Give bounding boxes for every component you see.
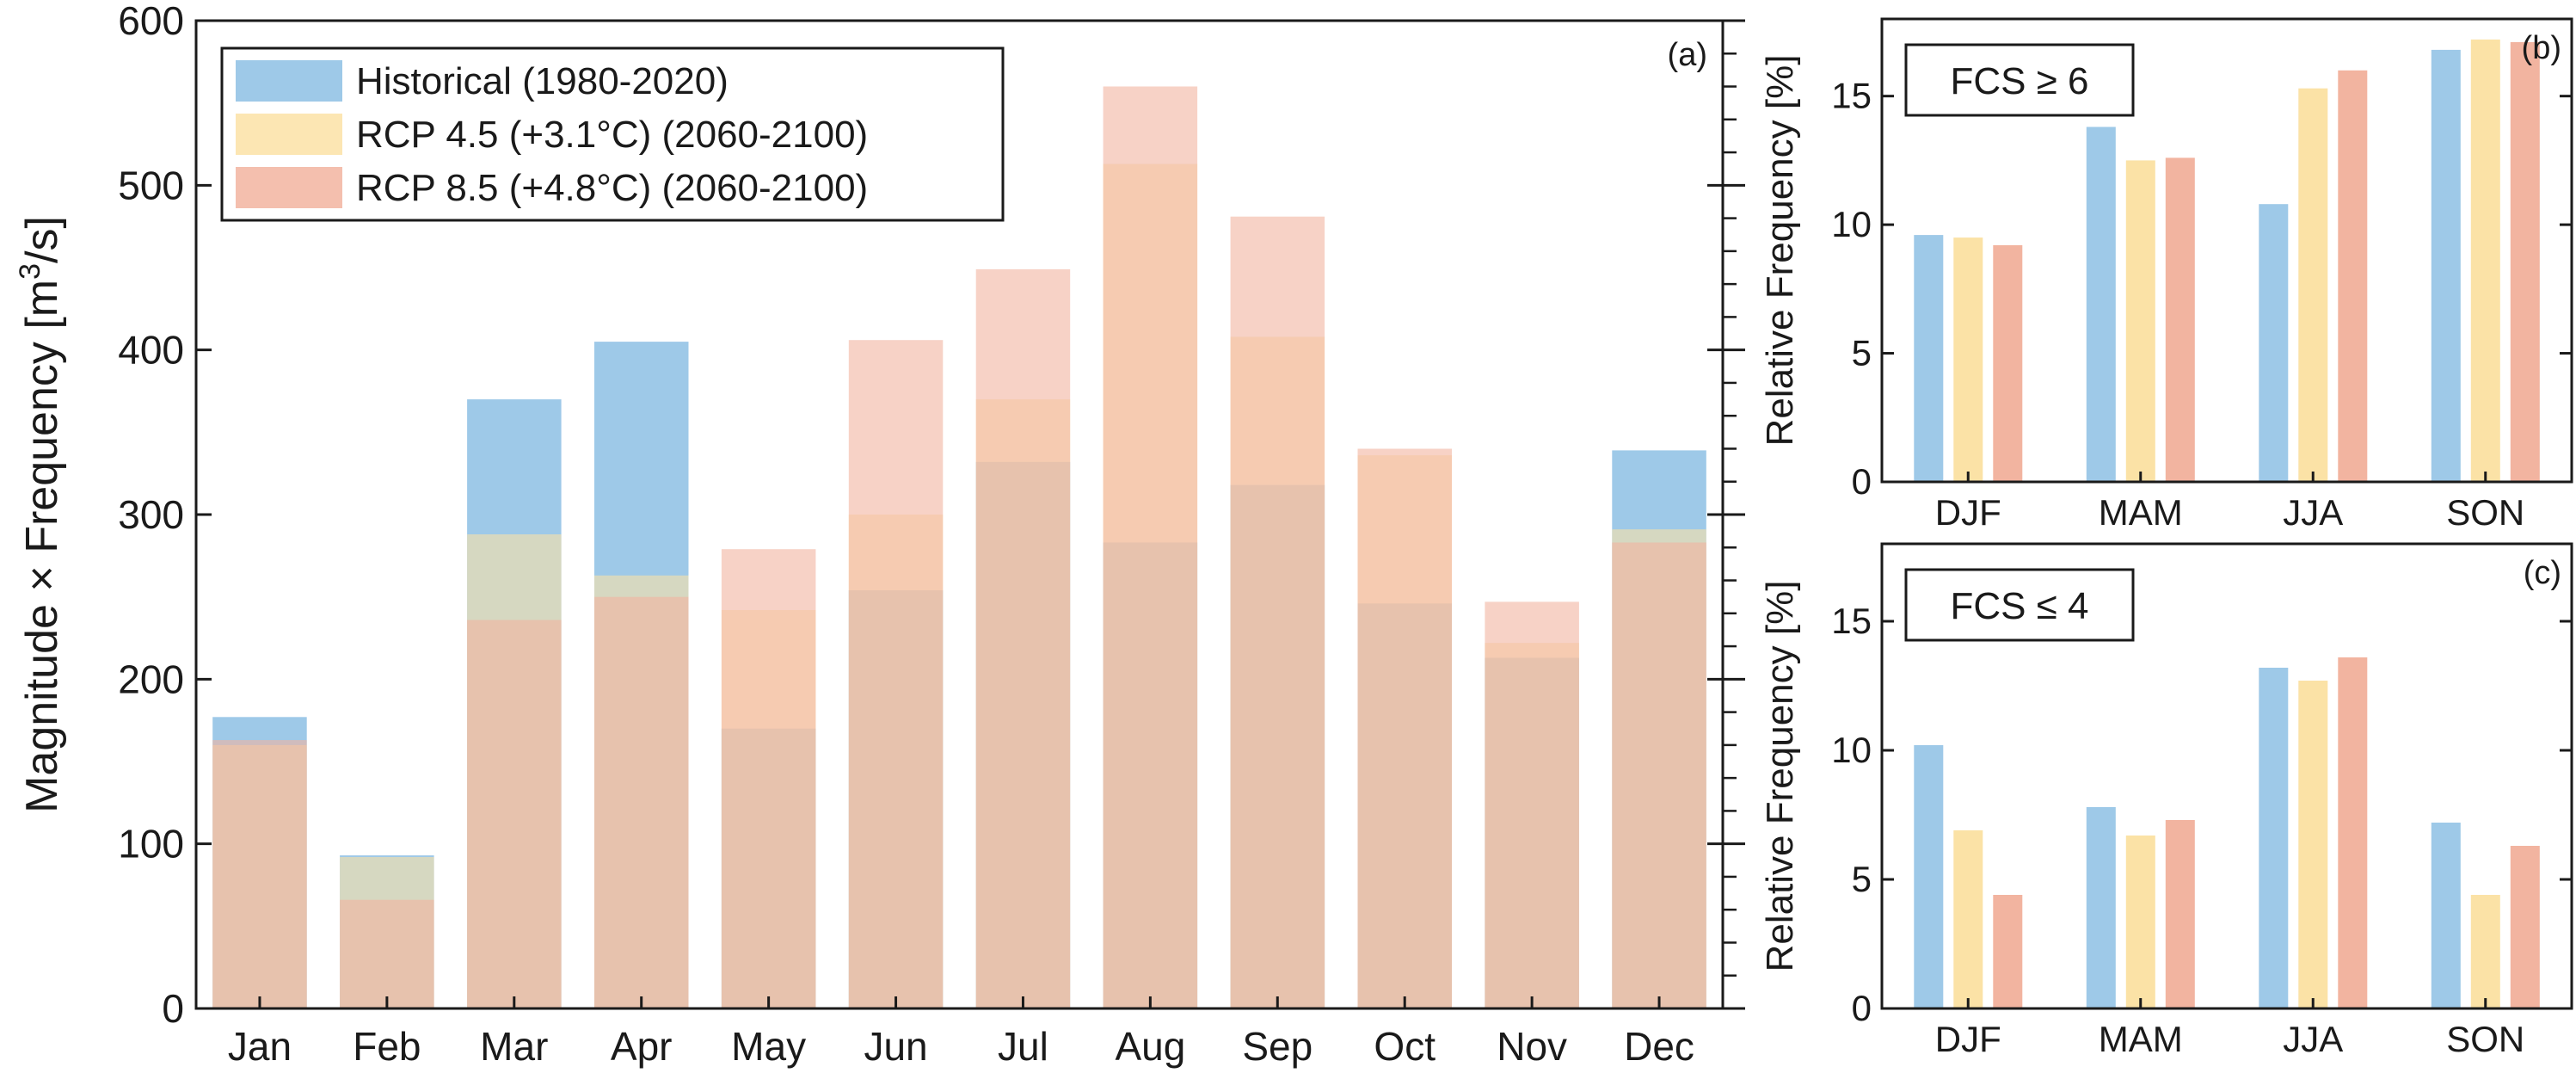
panel-a: 0 100 200 300 400 500 600 Jan Feb Mar Apr May Jun Jul… — [14, 0, 1745, 1069]
panel-c: 0 5 10 15 DJF MAM JJA SON Relative Frequency [%]… — [1759, 542, 2573, 1059]
bar-rcp85-son — [2510, 846, 2540, 1008]
bar-rcp85-jja — [2338, 657, 2368, 1008]
plot-frame — [1880, 17, 2573, 484]
legend-swatch-historical — [236, 60, 342, 102]
legend-label-rcp85: RCP 8.5 (+4.8°C) (2060-2100) — [356, 167, 868, 209]
x-tick-label: DJF — [1935, 492, 2001, 533]
bar-rcp85-jja — [2338, 70, 2368, 483]
bar-rcp85-djf — [1993, 245, 2023, 482]
bar-rcp45-djf — [1953, 237, 1983, 482]
panel-label: (b) — [2522, 30, 2561, 66]
bar-rcp85-nov — [1485, 601, 1579, 1008]
bar-rcp85-apr — [594, 596, 689, 1008]
bar-rcp45-son — [2470, 895, 2500, 1008]
y-axis-label-tail: /s] — [17, 216, 67, 263]
y-axis-label: Relative Frequency [%] — [1759, 581, 1801, 972]
bar-historical-djf — [1914, 235, 1944, 482]
fcs-threshold-box — [1904, 43, 2135, 117]
bar-rcp85-son — [2510, 41, 2540, 483]
panel-label: (a) — [1668, 37, 1707, 73]
panel-b: 0 5 10 15 DJF MAM JJA SON Relative Frequency [%]… — [1759, 17, 2573, 533]
y-tick-label: 0 — [1852, 988, 1872, 1028]
x-tick-label: SON — [2446, 492, 2524, 533]
x-tick-label: Jun — [864, 1024, 927, 1069]
x-tick-label: SON — [2446, 1019, 2524, 1059]
legend-swatch-rcp85 — [236, 167, 342, 208]
bar-historical-mam — [2086, 807, 2116, 1008]
bar-rcp85-mam — [2165, 820, 2195, 1008]
y-tick-label: 600 — [118, 0, 184, 43]
bar-rcp85-sep — [1230, 216, 1325, 1008]
plot-frame — [1880, 542, 2573, 1010]
bar-rcp45-son — [2470, 39, 2500, 482]
bar-rcp45-djf — [1953, 830, 1983, 1008]
bar-historical-jja — [2259, 668, 2289, 1008]
x-tick-label: Apr — [611, 1024, 673, 1069]
bar-rcp85-mam — [2165, 157, 2195, 482]
fcs-threshold-label: FCS ≥ 6 — [1950, 60, 2088, 102]
y-tick-label: 0 — [1852, 461, 1872, 502]
y-axis-label: Relative Frequency [%] — [1759, 55, 1801, 447]
y-tick-label: 10 — [1831, 204, 1872, 244]
bar-rcp45-mam — [2125, 160, 2155, 482]
fcs-threshold-label: FCS ≤ 4 — [1950, 585, 2088, 627]
bar-rcp85-dec — [1612, 542, 1706, 1008]
bar-rcp45-jja — [2298, 88, 2328, 482]
y-axis-label-main: Magnitude × Frequency [m — [17, 280, 67, 813]
bar-rcp45-jja — [2298, 681, 2328, 1008]
x-tick-label: Aug — [1115, 1024, 1185, 1069]
x-tick-label: MAM — [2099, 1019, 2183, 1059]
x-tick-label: JJA — [2283, 1019, 2343, 1059]
y-tick-label: 5 — [1852, 859, 1872, 899]
bar-historical-son — [2431, 823, 2461, 1008]
y-tick-label: 200 — [118, 657, 184, 701]
x-tick-label: Sep — [1242, 1024, 1313, 1069]
x-tick-label: Mar — [480, 1024, 548, 1069]
bar-rcp85-oct — [1357, 448, 1452, 1008]
bar-historical-mam — [2086, 126, 2116, 482]
y-tick-label: 100 — [118, 822, 184, 866]
legend-box — [220, 46, 1005, 222]
x-tick-label: May — [731, 1024, 806, 1069]
bar-historical-son — [2431, 49, 2461, 483]
legend-label-historical: Historical (1980-2020) — [356, 60, 729, 102]
bar-rcp85-mar — [467, 620, 562, 1008]
fcs-threshold-box — [1904, 568, 2135, 642]
bar-historical-djf — [1914, 745, 1944, 1008]
y-tick-label: 15 — [1831, 76, 1872, 116]
bar-rcp85-may — [721, 549, 816, 1008]
y-tick-label: 400 — [118, 328, 184, 373]
y-tick-label: 0 — [162, 986, 184, 1031]
x-tick-label: Dec — [1624, 1024, 1694, 1069]
y-tick-label: 500 — [118, 163, 184, 207]
bar-rcp85-djf — [1993, 895, 2023, 1008]
y-axis-label: Magnitude × Frequency [m3/s] — [14, 216, 67, 813]
bar-rcp85-feb — [340, 899, 434, 1008]
legend-swatch-rcp45 — [236, 114, 342, 155]
x-tick-label: DJF — [1935, 1019, 2001, 1059]
x-tick-label: MAM — [2099, 492, 2183, 533]
y-tick-label: 15 — [1831, 601, 1872, 641]
x-tick-label: JJA — [2283, 492, 2343, 533]
bar-rcp85-jul — [975, 268, 1071, 1008]
x-tick-label: Jul — [998, 1024, 1048, 1069]
panel-label: (c) — [2524, 555, 2561, 591]
bar-rcp85-jan — [212, 740, 307, 1008]
y-axis-label-sup: 3 — [14, 263, 46, 280]
y-tick-label: 10 — [1831, 730, 1872, 770]
x-tick-label: Nov — [1497, 1024, 1567, 1069]
y-tick-label: 300 — [118, 492, 184, 537]
x-tick-label: Feb — [353, 1024, 421, 1069]
y-tick-label: 5 — [1852, 333, 1872, 373]
bar-rcp85-aug — [1103, 86, 1198, 1008]
bar-historical-jja — [2259, 204, 2289, 482]
bar-rcp45-mam — [2125, 836, 2155, 1008]
x-tick-label: Oct — [1374, 1024, 1436, 1069]
bar-rcp85-jun — [848, 340, 944, 1008]
x-tick-label: Jan — [228, 1024, 292, 1069]
legend-label-rcp45: RCP 4.5 (+3.1°C) (2060-2100) — [356, 114, 868, 156]
